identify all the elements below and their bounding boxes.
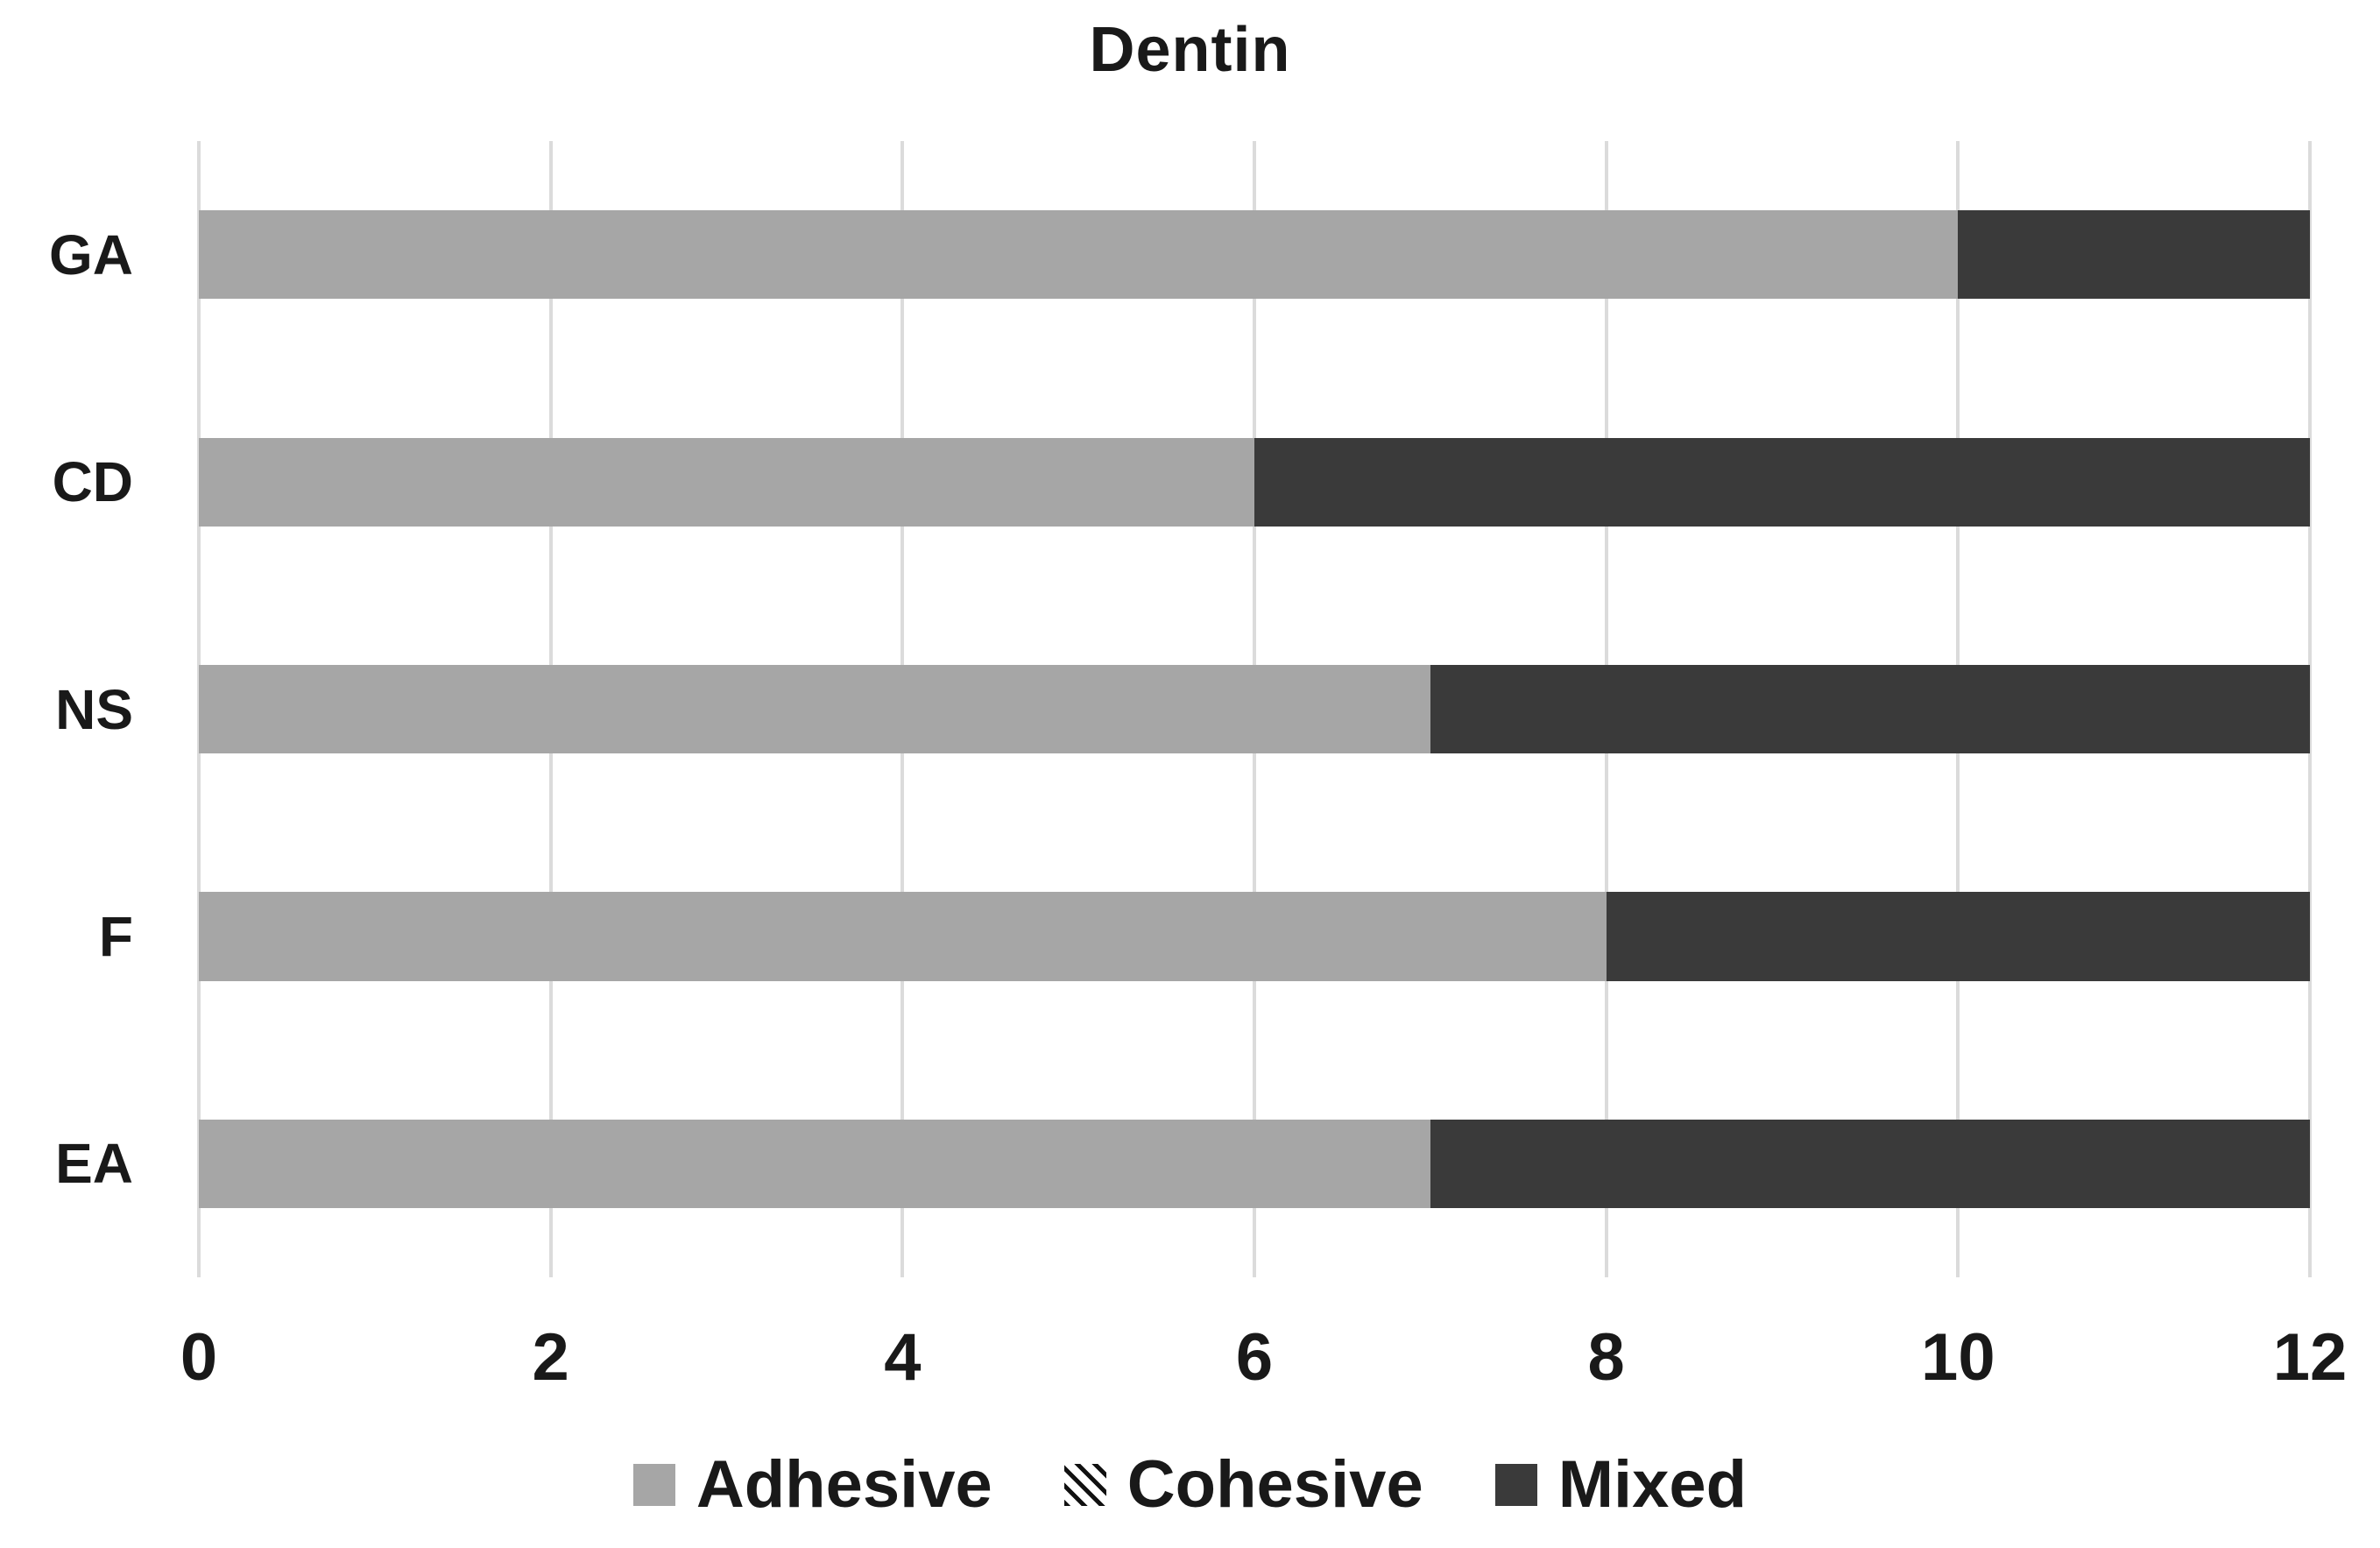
- bar-row-ga: [199, 141, 2310, 368]
- x-axis-label-2: 2: [532, 1320, 569, 1395]
- x-axis-label-4: 4: [884, 1320, 922, 1395]
- legend-swatch-adhesive: [632, 1464, 675, 1506]
- segment-ga-mixed: [1958, 210, 2310, 300]
- legend-item-mixed: Mixed: [1494, 1447, 1748, 1522]
- bar-row-f: [199, 823, 2310, 1050]
- segment-ns-adhesive: [199, 664, 1430, 754]
- x-axis-label-0: 0: [180, 1320, 218, 1395]
- legend-swatch-mixed: [1494, 1464, 1537, 1506]
- y-axis-label-ns: NS: [55, 677, 133, 741]
- segment-f-mixed: [1606, 892, 2310, 981]
- legend-swatch-cohesive: [1063, 1464, 1106, 1506]
- y-axis-label-ga: GA: [49, 223, 133, 286]
- legend-label-cohesive: Cohesive: [1126, 1447, 1423, 1522]
- bar-row-ns: [199, 596, 2310, 823]
- segment-ea-adhesive: [199, 1119, 1430, 1208]
- x-axis-label-12: 12: [2272, 1320, 2348, 1395]
- segment-ns-mixed: [1430, 664, 2310, 754]
- x-axis-labels: 0 2 4 6 8 10 12: [180, 1307, 2347, 1408]
- legend-label-adhesive: Adhesive: [696, 1447, 992, 1522]
- segment-cd-adhesive: [199, 437, 1254, 527]
- legend-item-cohesive: Cohesive: [1063, 1447, 1423, 1522]
- stacked-bar-ga: [199, 210, 2310, 300]
- y-axis-label-cd: CD: [52, 450, 133, 514]
- gridline-12: [2308, 141, 2312, 1277]
- plot-area: [197, 141, 2312, 1277]
- bar-row-cd: [199, 368, 2310, 595]
- stacked-bar-f: [199, 892, 2310, 981]
- chart-title: Dentin: [1089, 15, 1291, 85]
- y-axis-labels: GA CD NS F EA: [0, 141, 133, 1277]
- y-axis-label-f: F: [98, 904, 133, 968]
- x-axis-label-8: 8: [1587, 1320, 1625, 1395]
- segment-ga-adhesive: [199, 210, 1959, 300]
- segment-f-adhesive: [199, 892, 1607, 981]
- stacked-bar-ea: [199, 1119, 2310, 1208]
- segment-cd-mixed: [1254, 437, 2310, 527]
- segment-ea-mixed: [1430, 1119, 2310, 1208]
- legend: Adhesive Cohesive Mixed: [0, 1437, 2380, 1533]
- stacked-bar-cd: [199, 437, 2310, 527]
- bar-rows: [199, 141, 2310, 1277]
- y-axis-label-ea: EA: [55, 1132, 133, 1196]
- stacked-bar-ns: [199, 664, 2310, 754]
- bar-row-ea: [199, 1050, 2310, 1277]
- x-axis-label-6: 6: [1235, 1320, 1274, 1395]
- legend-label-mixed: Mixed: [1557, 1447, 1748, 1522]
- legend-item-adhesive: Adhesive: [632, 1447, 992, 1522]
- x-axis-label-10: 10: [1921, 1320, 1995, 1395]
